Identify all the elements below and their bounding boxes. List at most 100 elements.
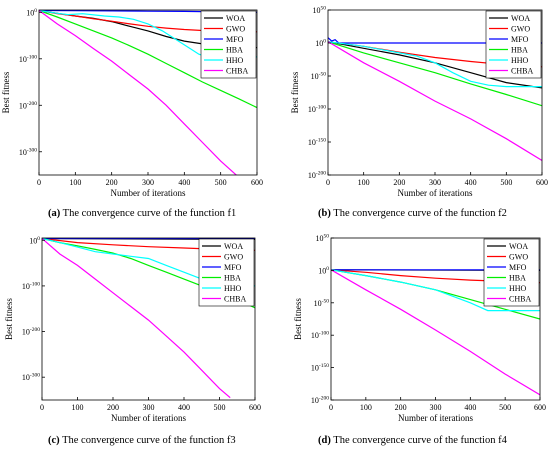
caption-c: (c) The convergence curve of the functio…: [48, 435, 236, 446]
chart-d-legend-label-hba: HBA: [509, 274, 526, 283]
chart-d-y-tick-label: 10-150: [311, 363, 329, 373]
chart-a-x-tick-label: 400: [178, 178, 190, 187]
chart-a-legend-box: [200, 10, 257, 79]
chart-b-legend-label-mfo: MFO: [511, 35, 529, 44]
chart-b-series-hba: [328, 41, 542, 107]
chart-b-legend-label-gwo: GWO: [511, 25, 530, 34]
chart-b-legend-box: [485, 10, 542, 79]
chart-b-y-tick-label: 10-100: [308, 105, 326, 115]
chart-d-ylabel: Best fitness: [293, 298, 303, 340]
chart-b-x-tick-label: 300: [429, 178, 441, 187]
chart-b-x-tick-label: 600: [536, 178, 548, 187]
chart-c-y-tick-label: 100: [29, 236, 40, 246]
chart-b-y-tick-label: 100: [315, 39, 326, 49]
chart-d: 0 100 200 300 400 500 600 1050 100 10-50 10-100 10-…: [293, 234, 546, 424]
chart-d-legend-label-woa: WOA: [509, 242, 528, 251]
chart-a-ylabel: Best fitness: [1, 71, 11, 113]
chart-c-x-tick-label: 300: [143, 403, 155, 412]
chart-d-x-tick-label: 200: [395, 403, 407, 412]
chart-a-legend-label-hho: HHO: [226, 56, 244, 65]
caption-b-letter: (b): [318, 208, 331, 219]
chart-a-y-tick-label: 10-300: [19, 147, 37, 157]
caption-b-text: The convergence curve of the function f2: [330, 208, 507, 219]
chart-d-legend-label-chba: CHBA: [509, 295, 531, 304]
chart-b: 0 100 200 300 400 500 600 1050 100 10-50 10-100 10-…: [290, 6, 548, 199]
chart-a-y-tick-label: 10-100: [19, 54, 37, 64]
caption-b: (b) The convergence curve of the functio…: [318, 208, 507, 219]
chart-a-xlabel: Number of iterations: [111, 188, 186, 198]
chart-c-series-chba: [42, 238, 231, 399]
chart-d-x-tick-label: 500: [499, 403, 511, 412]
chart-b-legend-label-woa: WOA: [511, 14, 530, 23]
chart-d-legend-label-mfo: MFO: [509, 263, 527, 272]
chart-b-y-tick-label: 10-50: [311, 72, 327, 82]
caption-c-text: The convergence curve of the function f3: [59, 435, 236, 446]
chart-a: 0 100 200 300 400 500 600 100 10-100 10-200 10-300…: [1, 8, 263, 198]
chart-a-x-tick-label: 300: [142, 178, 154, 187]
caption-a-letter: (a): [48, 208, 61, 219]
chart-a-x-tick-label: 600: [251, 178, 263, 187]
chart-c-x-tick-label: 600: [249, 403, 261, 412]
chart-b-x-tick-label: 100: [358, 178, 370, 187]
chart-d-series-chba: [331, 269, 540, 396]
chart-b-x-tick-label: 500: [500, 178, 512, 187]
chart-d-x-tick-label: 100: [360, 403, 372, 412]
chart-d-y-tick-label: 1050: [316, 234, 330, 244]
chart-b-series-hho: [328, 41, 542, 88]
chart-d-legend-label-hho: HHO: [509, 284, 527, 293]
chart-b-series-chba: [328, 41, 542, 162]
chart-c-y-tick-label: 10-100: [22, 281, 40, 291]
chart-c: 0 100 200 300 400 500 600 100 10-100 10-200 10-300…: [4, 236, 261, 423]
chart-b-x-tick-label: 0: [326, 178, 330, 187]
chart-c-legend-label-hho: HHO: [224, 284, 242, 293]
chart-d-legend-label-gwo: GWO: [509, 253, 528, 262]
chart-c-xlabel: Number of iterations: [111, 413, 186, 423]
chart-d-series-hho: [331, 269, 540, 312]
chart-c-legend-label-chba: CHBA: [224, 295, 246, 304]
chart-d-y-tick-label: 100: [318, 266, 329, 276]
chart-a-x-tick-label: 200: [106, 178, 118, 187]
chart-d-y-tick-label: 10-100: [311, 331, 329, 341]
chart-c-y-tick-label: 10-200: [22, 327, 40, 337]
chart-c-legend-label-gwo: GWO: [224, 253, 243, 262]
chart-b-legend-label-hba: HBA: [511, 46, 528, 55]
chart-c-legend-label-hba: HBA: [224, 274, 241, 283]
chart-b-x-tick-label: 200: [393, 178, 405, 187]
chart-a-legend-label-mfo: MFO: [226, 35, 244, 44]
chart-b-x-tick-label: 400: [465, 178, 477, 187]
caption-a: (a) The convergence curve of the functio…: [48, 208, 236, 219]
caption-c-letter: (c): [48, 435, 60, 446]
chart-b-legend-label-hho: HHO: [511, 56, 529, 65]
chart-d-legend-box: [483, 238, 540, 307]
chart-c-x-tick-label: 500: [214, 403, 226, 412]
chart-a-x-tick-label: 0: [37, 178, 41, 187]
chart-d-x-tick-label: 300: [430, 403, 442, 412]
caption-d-text: The convergence curve of the function f4: [330, 435, 507, 446]
chart-b-ylabel: Best fitness: [290, 71, 300, 113]
chart-a-legend-label-hba: HBA: [226, 46, 243, 55]
caption-d-letter: (d): [318, 435, 331, 446]
chart-a-y-tick-label: 10-200: [19, 101, 37, 111]
chart-b-y-tick-label: 10-150: [308, 138, 326, 148]
chart-c-x-tick-label: 200: [107, 403, 119, 412]
chart-a-legend-label-chba: CHBA: [226, 67, 248, 76]
chart-c-x-tick-label: 0: [40, 403, 44, 412]
chart-b-y-tick-label: 1050: [313, 6, 327, 16]
chart-b-y-tick-label: 10-200: [308, 171, 326, 181]
chart-b-xlabel: Number of iterations: [398, 188, 473, 198]
chart-a-x-tick-label: 500: [215, 178, 227, 187]
chart-d-y-tick-label: 10-50: [314, 298, 330, 308]
chart-c-legend-label-mfo: MFO: [224, 263, 242, 272]
chart-c-y-tick-label: 10-300: [22, 373, 40, 383]
chart-d-y-tick-label: 10-200: [311, 396, 329, 406]
chart-a-series-chba: [39, 10, 238, 175]
chart-d-x-tick-label: 400: [464, 403, 476, 412]
chart-d-x-tick-label: 600: [534, 403, 546, 412]
chart-d-x-tick-label: 0: [329, 403, 333, 412]
chart-b-legend-label-chba: CHBA: [511, 67, 533, 76]
